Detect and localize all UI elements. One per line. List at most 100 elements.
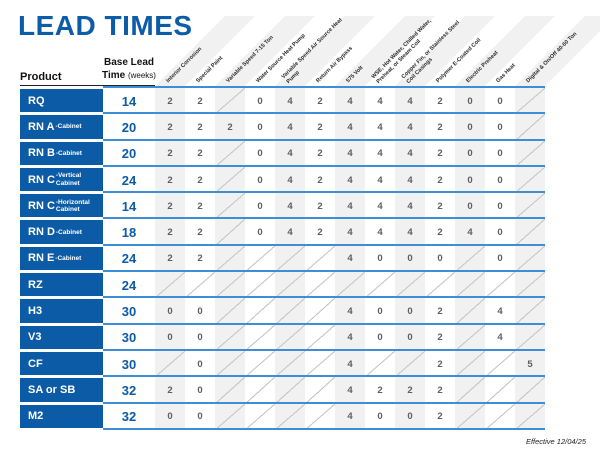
- value-cell: 4: [335, 377, 365, 404]
- value-cell: 0: [497, 253, 503, 265]
- table-header-area: Product Base Lead Time (weeks) Interior …: [0, 0, 600, 88]
- header-underline: [20, 85, 155, 86]
- product-suffix: -Cabinet: [55, 254, 82, 262]
- value-cell: 2: [197, 148, 203, 160]
- product-name: V3: [28, 331, 42, 344]
- value-cell: 0: [497, 121, 503, 133]
- value-cell: 0: [497, 227, 503, 239]
- value-cell: 4: [335, 350, 365, 378]
- value-cell: 0: [377, 306, 383, 318]
- na-cell: [455, 350, 485, 378]
- value-cell: 4: [335, 88, 365, 115]
- na-cell: [305, 350, 335, 378]
- product-name: RN A: [28, 120, 55, 133]
- value-cell: 4: [395, 219, 425, 246]
- table-row: RN A -Cabinet 20 2 2 2 0 4 2 4 4 4 2 0 0: [20, 114, 545, 141]
- row-divider: [103, 375, 545, 378]
- na-cell: [515, 377, 545, 404]
- product-suffix: -Cabinet: [55, 123, 82, 131]
- value-cell: 4: [395, 166, 425, 194]
- value-cell: 4: [377, 95, 383, 107]
- product-cell: RN E -Cabinet: [20, 246, 103, 271]
- table-row: RN C -Vertical Cabinet 24 2 2 0 4 2 4 4 4 2 0 0: [20, 166, 545, 194]
- base-lead-weeks: 20: [121, 146, 137, 162]
- na-cell: [215, 193, 245, 220]
- value-cell: 2: [437, 332, 443, 344]
- na-cell: [275, 272, 305, 299]
- base-lead-weeks: 30: [121, 356, 137, 372]
- value-cell: 4: [377, 121, 383, 133]
- value-cell: 2: [155, 166, 185, 194]
- na-cell: [305, 377, 335, 404]
- value-cell: 0: [197, 306, 203, 318]
- value-cell: 2: [437, 174, 443, 186]
- na-cell: [245, 324, 275, 351]
- na-cell: [155, 272, 185, 299]
- product-name: SA or SB: [28, 383, 76, 396]
- na-cell: [365, 272, 395, 299]
- product-name: RN C: [28, 173, 55, 186]
- value-cell: 4: [377, 227, 383, 239]
- na-cell: [305, 403, 335, 430]
- value-cell: 4: [275, 114, 305, 141]
- value-cell: 4: [455, 219, 485, 246]
- product-name: RQ: [28, 94, 45, 107]
- value-cell: 2: [377, 384, 383, 396]
- na-cell: [515, 219, 545, 246]
- na-cell: [215, 245, 245, 273]
- na-cell: [305, 324, 335, 351]
- value-cell: 4: [335, 114, 365, 141]
- value-cell: 2: [317, 200, 323, 212]
- value-cell: 2: [437, 227, 443, 239]
- value-cell: 2: [155, 245, 185, 273]
- value-cell: 0: [497, 174, 503, 186]
- base-lead-weeks: 24: [121, 277, 137, 293]
- na-cell: [185, 272, 215, 299]
- na-cell: [245, 403, 275, 430]
- na-cell: [515, 114, 545, 141]
- value-cell: 4: [497, 306, 503, 318]
- na-cell: [215, 350, 245, 378]
- value-cell: 0: [437, 253, 443, 265]
- row-divider: [103, 348, 545, 351]
- value-cell: 2: [197, 227, 203, 239]
- value-cell: 0: [257, 121, 263, 133]
- value-cell: 2: [437, 358, 443, 370]
- value-cell: 2: [197, 253, 203, 265]
- table-top-border: [103, 85, 545, 88]
- na-cell: [515, 166, 545, 194]
- value-cell: 0: [455, 140, 485, 167]
- table-row: M2 32 0 0 4 0 0 2: [20, 403, 545, 430]
- value-cell: 0: [197, 332, 203, 344]
- na-cell: [215, 377, 245, 404]
- product-cell: RQ: [20, 89, 103, 113]
- value-cell: 2: [215, 114, 245, 141]
- row-divider: [103, 322, 545, 325]
- na-cell: [215, 219, 245, 246]
- row-divider: [103, 401, 545, 404]
- base-lead-unit: (weeks): [127, 71, 156, 80]
- na-cell: [275, 403, 305, 430]
- na-cell: [455, 298, 485, 325]
- na-cell: [515, 403, 545, 430]
- value-cell: 0: [155, 403, 185, 430]
- na-cell: [515, 88, 545, 115]
- product-cell: RN B -Cabinet: [20, 141, 103, 165]
- table-row: RN E -Cabinet 24 2 2 4 0 0 0 0: [20, 245, 545, 273]
- value-cell: 2: [155, 377, 185, 404]
- value-cell: 0: [197, 384, 203, 396]
- table-row: SA or SB 32 2 0 4 2 2 2: [20, 377, 545, 404]
- table-row: H3 30 0 0 4 0 0 2 4: [20, 298, 545, 325]
- row-divider: [103, 270, 545, 273]
- value-cell: 0: [395, 324, 425, 351]
- value-cell: 4: [335, 219, 365, 246]
- na-cell: [455, 324, 485, 351]
- na-cell: [485, 272, 515, 299]
- na-cell: [245, 377, 275, 404]
- value-cell: 2: [197, 95, 203, 107]
- na-cell: [365, 350, 395, 378]
- base-lead-weeks: 14: [121, 93, 137, 109]
- value-cell: 2: [197, 200, 203, 212]
- value-cell: 4: [275, 166, 305, 194]
